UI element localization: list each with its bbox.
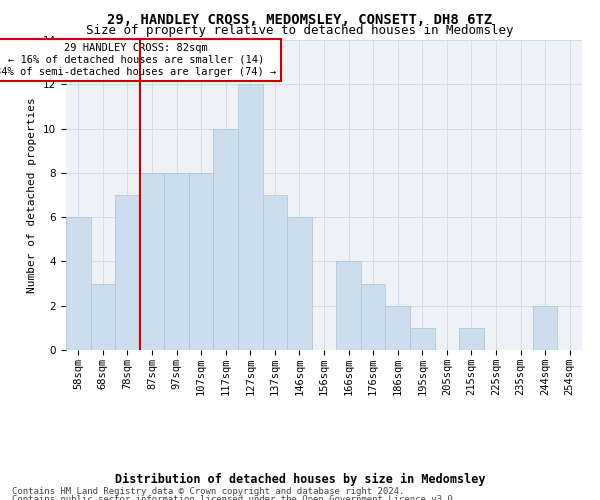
Bar (410, 328, 434, 350)
Bar (214, 128, 238, 350)
Text: Contains HM Land Registry data © Crown copyright and database right 2024.: Contains HM Land Registry data © Crown c… (12, 488, 404, 496)
Bar (140, 173, 164, 350)
Bar (336, 262, 361, 350)
Text: 29 HANDLEY CROSS: 82sqm
← 16% of detached houses are smaller (14)
84% of semi-de: 29 HANDLEY CROSS: 82sqm ← 16% of detache… (0, 44, 277, 76)
Bar (287, 217, 312, 350)
Bar (189, 173, 214, 350)
Bar (533, 306, 557, 350)
Bar (385, 306, 410, 350)
Bar (361, 284, 385, 350)
Text: 29, HANDLEY CROSS, MEDOMSLEY, CONSETT, DH8 6TZ: 29, HANDLEY CROSS, MEDOMSLEY, CONSETT, D… (107, 12, 493, 26)
Bar (238, 84, 263, 350)
Bar (66, 217, 91, 350)
Bar (459, 328, 484, 350)
Text: Distribution of detached houses by size in Medomsley: Distribution of detached houses by size … (115, 472, 485, 486)
Bar (115, 195, 140, 350)
Text: Size of property relative to detached houses in Medomsley: Size of property relative to detached ho… (86, 24, 514, 37)
Text: Contains public sector information licensed under the Open Government Licence v3: Contains public sector information licen… (12, 495, 458, 500)
Bar (263, 195, 287, 350)
Bar (164, 173, 189, 350)
Bar (91, 284, 115, 350)
Y-axis label: Number of detached properties: Number of detached properties (28, 97, 37, 293)
